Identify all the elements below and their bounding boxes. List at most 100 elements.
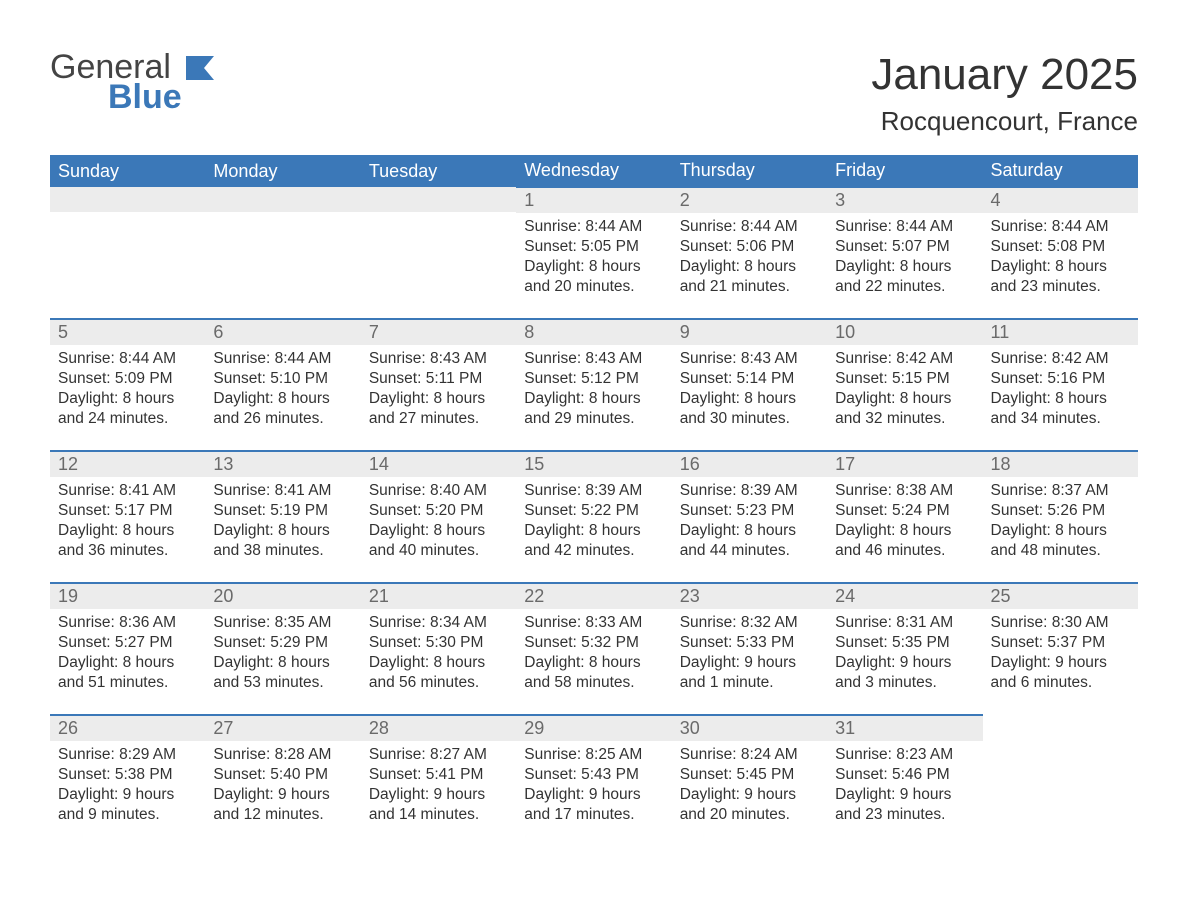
- day-sunset: Sunset: 5:23 PM: [680, 501, 819, 521]
- day-sunrise: Sunrise: 8:35 AM: [213, 613, 352, 633]
- day-dl2: and 17 minutes.: [524, 805, 663, 825]
- calendar-week-row: 1Sunrise: 8:44 AMSunset: 5:05 PMDaylight…: [50, 187, 1138, 319]
- day-details: Sunrise: 8:43 AMSunset: 5:14 PMDaylight:…: [672, 345, 827, 438]
- calendar-day-cell: 9Sunrise: 8:43 AMSunset: 5:14 PMDaylight…: [672, 319, 827, 451]
- day-sunset: Sunset: 5:06 PM: [680, 237, 819, 257]
- day-dl2: and 29 minutes.: [524, 409, 663, 429]
- day-dl1: Daylight: 8 hours: [991, 389, 1130, 409]
- day-of-week-header: Monday: [205, 155, 360, 187]
- day-number: 21: [361, 584, 516, 609]
- day-number: 29: [516, 716, 671, 741]
- calendar-day-cell: 27Sunrise: 8:28 AMSunset: 5:40 PMDayligh…: [205, 715, 360, 846]
- day-dl2: and 34 minutes.: [991, 409, 1130, 429]
- day-dl1: Daylight: 8 hours: [213, 389, 352, 409]
- calendar-day-cell: 3Sunrise: 8:44 AMSunset: 5:07 PMDaylight…: [827, 187, 982, 319]
- day-details: Sunrise: 8:29 AMSunset: 5:38 PMDaylight:…: [50, 741, 205, 834]
- day-sunset: Sunset: 5:14 PM: [680, 369, 819, 389]
- day-number: 14: [361, 452, 516, 477]
- day-dl1: Daylight: 8 hours: [991, 257, 1130, 277]
- day-dl1: Daylight: 8 hours: [58, 521, 197, 541]
- day-sunrise: Sunrise: 8:31 AM: [835, 613, 974, 633]
- day-dl2: and 46 minutes.: [835, 541, 974, 561]
- calendar-day-cell: 21Sunrise: 8:34 AMSunset: 5:30 PMDayligh…: [361, 583, 516, 715]
- day-number: 24: [827, 584, 982, 609]
- day-sunset: Sunset: 5:16 PM: [991, 369, 1130, 389]
- day-dl1: Daylight: 8 hours: [369, 521, 508, 541]
- day-number: 18: [983, 452, 1138, 477]
- day-sunset: Sunset: 5:43 PM: [524, 765, 663, 785]
- day-sunrise: Sunrise: 8:44 AM: [680, 217, 819, 237]
- day-sunrise: Sunrise: 8:30 AM: [991, 613, 1130, 633]
- calendar-day-cell: 8Sunrise: 8:43 AMSunset: 5:12 PMDaylight…: [516, 319, 671, 451]
- day-sunrise: Sunrise: 8:41 AM: [58, 481, 197, 501]
- day-sunrise: Sunrise: 8:40 AM: [369, 481, 508, 501]
- day-sunrise: Sunrise: 8:43 AM: [680, 349, 819, 369]
- day-number: 28: [361, 716, 516, 741]
- calendar-day-cell: 17Sunrise: 8:38 AMSunset: 5:24 PMDayligh…: [827, 451, 982, 583]
- day-of-week-header: Tuesday: [361, 155, 516, 187]
- calendar-day-cell: 18Sunrise: 8:37 AMSunset: 5:26 PMDayligh…: [983, 451, 1138, 583]
- day-sunrise: Sunrise: 8:29 AM: [58, 745, 197, 765]
- day-number: 7: [361, 320, 516, 345]
- day-dl2: and 26 minutes.: [213, 409, 352, 429]
- calendar-day-cell: 23Sunrise: 8:32 AMSunset: 5:33 PMDayligh…: [672, 583, 827, 715]
- day-details: Sunrise: 8:27 AMSunset: 5:41 PMDaylight:…: [361, 741, 516, 834]
- day-dl1: Daylight: 9 hours: [213, 785, 352, 805]
- day-dl1: Daylight: 8 hours: [835, 257, 974, 277]
- day-details: Sunrise: 8:32 AMSunset: 5:33 PMDaylight:…: [672, 609, 827, 702]
- day-sunset: Sunset: 5:46 PM: [835, 765, 974, 785]
- day-sunset: Sunset: 5:27 PM: [58, 633, 197, 653]
- day-dl1: Daylight: 8 hours: [213, 521, 352, 541]
- calendar-day-cell: 26Sunrise: 8:29 AMSunset: 5:38 PMDayligh…: [50, 715, 205, 846]
- day-details: Sunrise: 8:43 AMSunset: 5:12 PMDaylight:…: [516, 345, 671, 438]
- location: Rocquencourt, France: [871, 106, 1138, 137]
- day-dl1: Daylight: 8 hours: [680, 389, 819, 409]
- day-sunrise: Sunrise: 8:44 AM: [991, 217, 1130, 237]
- day-number: 22: [516, 584, 671, 609]
- day-sunrise: Sunrise: 8:44 AM: [213, 349, 352, 369]
- day-of-week-header: Thursday: [672, 155, 827, 187]
- calendar-body: 1Sunrise: 8:44 AMSunset: 5:05 PMDaylight…: [50, 187, 1138, 846]
- day-number: 4: [983, 188, 1138, 213]
- day-dl2: and 56 minutes.: [369, 673, 508, 693]
- day-dl2: and 58 minutes.: [524, 673, 663, 693]
- day-details: Sunrise: 8:23 AMSunset: 5:46 PMDaylight:…: [827, 741, 982, 834]
- day-details: Sunrise: 8:33 AMSunset: 5:32 PMDaylight:…: [516, 609, 671, 702]
- calendar-day-cell: 7Sunrise: 8:43 AMSunset: 5:11 PMDaylight…: [361, 319, 516, 451]
- day-sunrise: Sunrise: 8:33 AM: [524, 613, 663, 633]
- calendar-day-cell: 28Sunrise: 8:27 AMSunset: 5:41 PMDayligh…: [361, 715, 516, 846]
- day-sunset: Sunset: 5:41 PM: [369, 765, 508, 785]
- calendar-day-cell: 16Sunrise: 8:39 AMSunset: 5:23 PMDayligh…: [672, 451, 827, 583]
- day-details: Sunrise: 8:35 AMSunset: 5:29 PMDaylight:…: [205, 609, 360, 702]
- day-dl2: and 44 minutes.: [680, 541, 819, 561]
- day-dl2: and 1 minute.: [680, 673, 819, 693]
- day-dl2: and 27 minutes.: [369, 409, 508, 429]
- day-dl1: Daylight: 8 hours: [58, 653, 197, 673]
- day-sunset: Sunset: 5:30 PM: [369, 633, 508, 653]
- day-sunrise: Sunrise: 8:43 AM: [369, 349, 508, 369]
- calendar-day-cell: 2Sunrise: 8:44 AMSunset: 5:06 PMDaylight…: [672, 187, 827, 319]
- day-sunrise: Sunrise: 8:38 AM: [835, 481, 974, 501]
- calendar-day-cell: 5Sunrise: 8:44 AMSunset: 5:09 PMDaylight…: [50, 319, 205, 451]
- day-details: Sunrise: 8:28 AMSunset: 5:40 PMDaylight:…: [205, 741, 360, 834]
- day-dl1: Daylight: 9 hours: [991, 653, 1130, 673]
- calendar-day-cell: 22Sunrise: 8:33 AMSunset: 5:32 PMDayligh…: [516, 583, 671, 715]
- day-details: Sunrise: 8:44 AMSunset: 5:10 PMDaylight:…: [205, 345, 360, 438]
- day-sunset: Sunset: 5:45 PM: [680, 765, 819, 785]
- calendar-day-cell: 1Sunrise: 8:44 AMSunset: 5:05 PMDaylight…: [516, 187, 671, 319]
- logo-text: General Blue: [50, 50, 182, 114]
- calendar-day-cell: 24Sunrise: 8:31 AMSunset: 5:35 PMDayligh…: [827, 583, 982, 715]
- day-number: 9: [672, 320, 827, 345]
- day-dl1: Daylight: 8 hours: [524, 257, 663, 277]
- day-number: 15: [516, 452, 671, 477]
- day-sunset: Sunset: 5:12 PM: [524, 369, 663, 389]
- day-sunset: Sunset: 5:32 PM: [524, 633, 663, 653]
- day-dl1: Daylight: 8 hours: [835, 521, 974, 541]
- day-sunset: Sunset: 5:29 PM: [213, 633, 352, 653]
- day-sunset: Sunset: 5:38 PM: [58, 765, 197, 785]
- day-number: 27: [205, 716, 360, 741]
- day-dl2: and 48 minutes.: [991, 541, 1130, 561]
- calendar-day-cell: 15Sunrise: 8:39 AMSunset: 5:22 PMDayligh…: [516, 451, 671, 583]
- day-sunrise: Sunrise: 8:32 AM: [680, 613, 819, 633]
- day-dl2: and 24 minutes.: [58, 409, 197, 429]
